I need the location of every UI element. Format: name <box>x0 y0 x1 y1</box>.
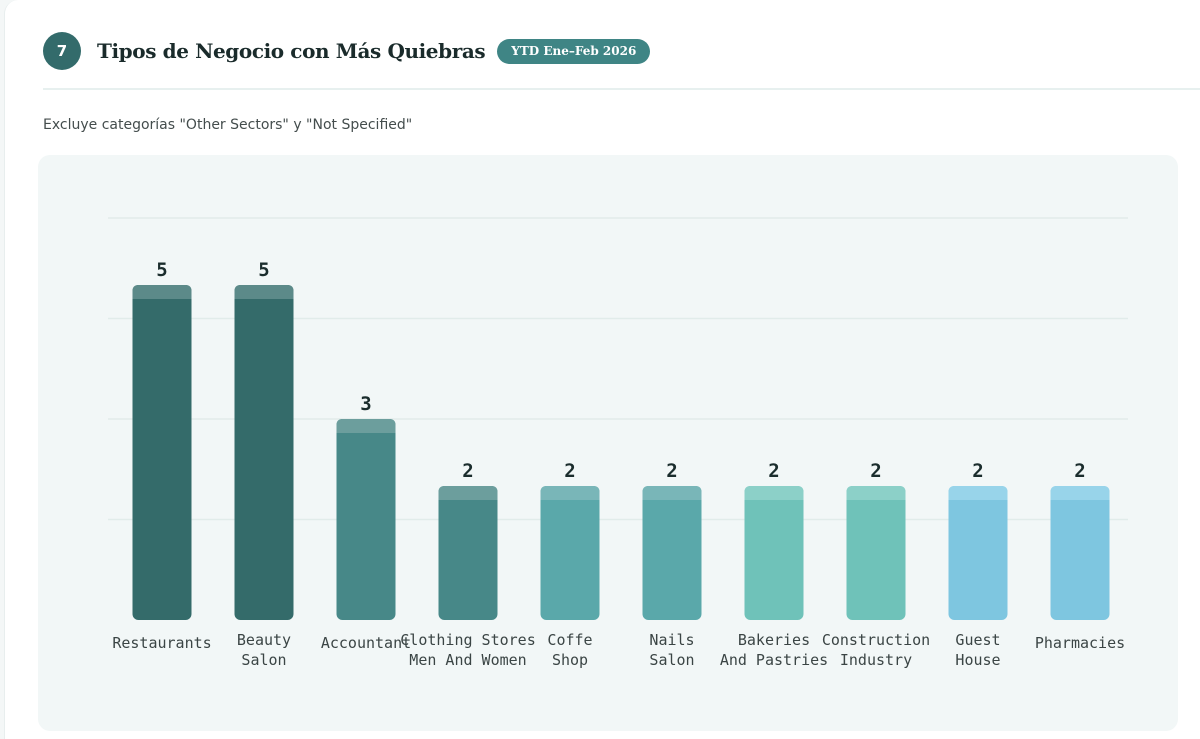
bar-value-label: 2 <box>972 460 983 482</box>
category-label: Salon <box>649 651 694 669</box>
bar-cap <box>744 486 804 500</box>
bar-group: 2 Pharmacies <box>1035 460 1125 652</box>
header-divider <box>43 88 1200 90</box>
chart-panel: 5 Restaurants 5 Beauty Salon 3 Accountant 2 Clot… <box>38 155 1178 731</box>
bar-value-label: 5 <box>156 259 167 281</box>
period-badge: YTD Ene–Feb 2026 <box>497 38 651 64</box>
category-label: Nails <box>649 631 694 649</box>
bar <box>336 419 396 620</box>
category-label: Industry <box>840 651 912 669</box>
bar <box>540 486 600 620</box>
category-label: Salon <box>241 651 286 669</box>
bar-value-label: 5 <box>258 259 269 281</box>
chart-subtitle: Excluye categorías "Other Sectors" y "No… <box>43 117 413 133</box>
bar-value-label: 2 <box>768 460 779 482</box>
bar-group: 2 Nails Salon <box>642 460 702 669</box>
category-label: Men And Women <box>409 651 526 669</box>
bar-value-label: 2 <box>564 460 575 482</box>
bar-value-label: 2 <box>666 460 677 482</box>
bar-cap <box>642 486 702 500</box>
bar-group: 5 Restaurants <box>112 259 211 652</box>
category-label: Coffe <box>547 631 592 649</box>
category-label: Bakeries <box>738 631 810 649</box>
bar <box>1050 486 1110 620</box>
section-header: 7 Tipos de Negocio con Más Quiebras YTD … <box>43 32 651 70</box>
bar <box>846 486 906 620</box>
bar <box>234 285 294 620</box>
bar-cap <box>438 486 498 500</box>
bar <box>132 285 192 620</box>
category-label: Restaurants <box>112 634 211 652</box>
bar-value-label: 2 <box>1074 460 1085 482</box>
category-label: Pharmacies <box>1035 634 1125 652</box>
section-number-badge: 7 <box>43 32 81 70</box>
section-title: Tipos de Negocio con Más Quiebras <box>97 39 486 63</box>
category-label: Accountant <box>321 634 411 652</box>
bar-group: 2 Bakeries And Pastries <box>720 460 828 669</box>
bar-cap <box>1050 486 1110 500</box>
bar-group: 2 Coffe Shop <box>540 460 600 669</box>
bar <box>948 486 1008 620</box>
bar <box>642 486 702 620</box>
bar-group: 2 Guest House <box>948 460 1008 669</box>
bar-group: 2 Construction Industry <box>822 460 930 669</box>
category-label: And Pastries <box>720 651 828 669</box>
bar <box>438 486 498 620</box>
bar-group: 2 Clothing Stores Men And Women <box>400 460 535 669</box>
bar-value-label: 2 <box>870 460 881 482</box>
bar-chart: 5 Restaurants 5 Beauty Salon 3 Accountant 2 Clot… <box>108 217 1128 669</box>
category-label: Guest <box>955 631 1000 649</box>
category-label: Construction <box>822 631 930 649</box>
category-label: House <box>955 651 1000 669</box>
bar-cap <box>948 486 1008 500</box>
category-label: Clothing Stores <box>400 631 535 649</box>
bar-cap <box>234 285 294 299</box>
bar-group: 3 Accountant <box>321 393 411 652</box>
category-label: Beauty <box>237 631 291 649</box>
bar-cap <box>540 486 600 500</box>
bar-cap <box>336 419 396 433</box>
bar <box>744 486 804 620</box>
bar-cap <box>846 486 906 500</box>
bar-cap <box>132 285 192 299</box>
bar-group: 5 Beauty Salon <box>234 259 294 669</box>
category-label: Shop <box>552 651 588 669</box>
bar-value-label: 2 <box>462 460 473 482</box>
bar-value-label: 3 <box>360 393 371 415</box>
